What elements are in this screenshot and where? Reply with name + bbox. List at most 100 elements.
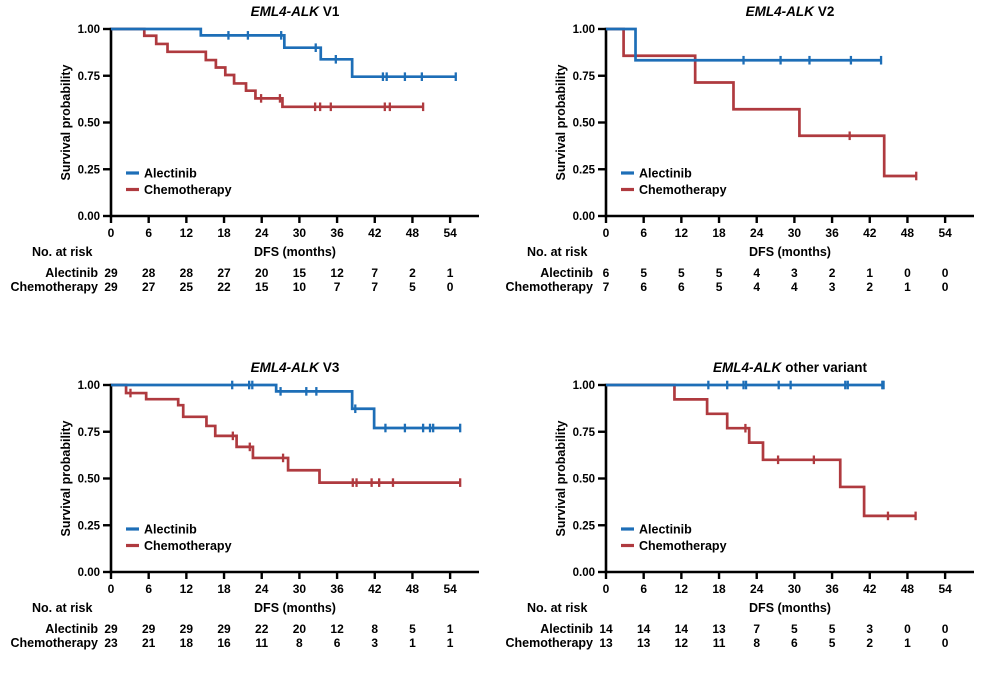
x-axis: 0 6 12 18 24 30 36 42 48 54 DFS (months) [603,570,974,615]
legend-label-chemotherapy: Chemotherapy [144,539,232,553]
x-tick-label: 6 [145,226,152,240]
risk-value: 29 [217,622,231,636]
risk-value: 2 [866,280,873,294]
panel-eml4-alk-v1: EML4-ALK V1 1.00 0.75 0.50 0.25 0.00 Survival p… [0,0,495,338]
legend: Alectinib Chemotherapy [126,167,232,197]
risk-value: 1 [447,266,454,280]
risk-value: 3 [371,636,378,650]
risk-table-header: No. at risk [32,601,92,615]
y-axis-title: Survival probability [554,420,568,536]
y-tick-label: 0.75 [78,427,101,439]
legend-label-alectinib: Alectinib [144,167,197,181]
km-plot-v3: EML4-ALK V3 1.00 0.75 0.50 0.25 0.00 Survival p… [10,360,479,650]
survival-step-line-chemotherapy [606,383,916,518]
legend: Alectinib Chemotherapy [621,167,727,197]
risk-value: 2 [866,636,873,650]
y-tick-label: 0.25 [573,164,596,176]
y-tick-label: 0.75 [78,71,101,83]
risk-value: 5 [409,280,416,294]
risk-value: 20 [293,622,307,636]
panel-eml4-alk-other-variant: EML4-ALK other variant 1.00 0.75 0.50 0.25 0.0… [495,338,991,677]
risk-value: 11 [713,636,726,650]
risk-value: 4 [753,280,760,294]
risk-row-label-chemotherapy: Chemotherapy [10,636,98,650]
panel-title-variant: V1 [323,4,340,19]
y-tick-label: 0.00 [78,567,100,579]
x-tick-label: 18 [712,582,726,596]
risk-value: 8 [296,636,303,650]
risk-value: 4 [791,280,798,294]
risk-value: 3 [829,280,836,294]
x-axis-title: DFS (months) [749,245,831,259]
risk-value: 6 [678,280,685,294]
risk-row-label-alectinib: Alectinib [45,266,98,280]
x-tick-label: 18 [712,226,726,240]
panel-title-variant: V3 [323,360,340,375]
risk-value: 7 [334,280,341,294]
risk-row-label-chemotherapy: Chemotherapy [505,636,593,650]
x-axis-title: DFS (months) [749,601,831,615]
x-tick-label: 36 [825,226,839,240]
risk-value: 6 [640,280,647,294]
x-tick-label: 54 [938,582,952,596]
x-tick-label: 30 [788,582,802,596]
risk-value: 1 [447,622,454,636]
survival-step-line-alectinib [606,27,882,62]
x-tick-label: 30 [293,582,307,596]
risk-value: 1 [904,280,911,294]
risk-value: 6 [334,636,341,650]
x-tick-label: 12 [180,582,194,596]
km-curve-alectinib [606,380,885,390]
legend-label-alectinib: Alectinib [639,167,692,181]
risk-row-label-alectinib: Alectinib [540,622,593,636]
x-tick-label: 48 [901,226,915,240]
legend-label-chemotherapy: Chemotherapy [639,539,727,553]
x-tick-label: 42 [863,226,877,240]
risk-value: 0 [904,622,911,636]
risk-value: 21 [142,636,156,650]
km-curve-alectinib [111,380,462,433]
survival-step-line-alectinib [111,27,456,79]
risk-value: 16 [217,636,231,650]
y-axis-title: Survival probability [59,420,73,536]
risk-value: 29 [180,622,194,636]
x-tick-label: 36 [330,226,344,240]
legend: Alectinib Chemotherapy [621,523,727,553]
legend-label-chemotherapy: Chemotherapy [144,183,232,197]
risk-value: 22 [255,622,269,636]
risk-value: 6 [791,636,798,650]
risk-row-label-alectinib: Alectinib [540,266,593,280]
km-curve-chemotherapy [111,383,462,487]
risk-value: 7 [371,280,378,294]
y-tick-label: 0.50 [573,118,595,130]
y-tick-label: 0.50 [78,118,100,130]
x-tick-label: 18 [217,582,231,596]
x-tick-label: 0 [108,582,115,596]
y-tick-label: 0.25 [573,520,596,532]
x-axis: 0 6 12 18 24 30 36 42 48 54 DFS (months) [108,214,479,259]
panel-title-gene: EML4-ALK [713,360,782,375]
x-tick-label: 0 [108,226,115,240]
km-curve-chemotherapy [606,383,917,521]
risk-value: 4 [753,266,760,280]
legend-label-chemotherapy: Chemotherapy [639,183,727,197]
risk-value: 27 [142,280,156,294]
panel-title-variant: other variant [785,360,867,375]
risk-value: 18 [180,636,194,650]
risk-value: 1 [447,636,454,650]
x-axis: 0 6 12 18 24 30 36 42 48 54 DFS (months) [108,570,479,615]
risk-value: 12 [330,622,344,636]
x-tick-label: 42 [368,226,382,240]
km-plot-v2: EML4-ALK V2 1.00 0.75 0.50 0.25 0.00 Survival p… [505,4,974,294]
y-axis: 1.00 0.75 0.50 0.25 0.00 Survival probability [554,380,608,579]
km-plot-other-variant: EML4-ALK other variant 1.00 0.75 0.50 0.25 0.0… [505,360,974,650]
x-tick-label: 0 [603,582,610,596]
x-tick-label: 12 [180,226,194,240]
risk-value: 23 [104,636,118,650]
panel-title: EML4-ALK other variant [713,360,868,375]
risk-table-header: No. at risk [527,601,587,615]
legend-label-alectinib: Alectinib [639,523,692,537]
km-curve-chemotherapy [606,27,918,181]
